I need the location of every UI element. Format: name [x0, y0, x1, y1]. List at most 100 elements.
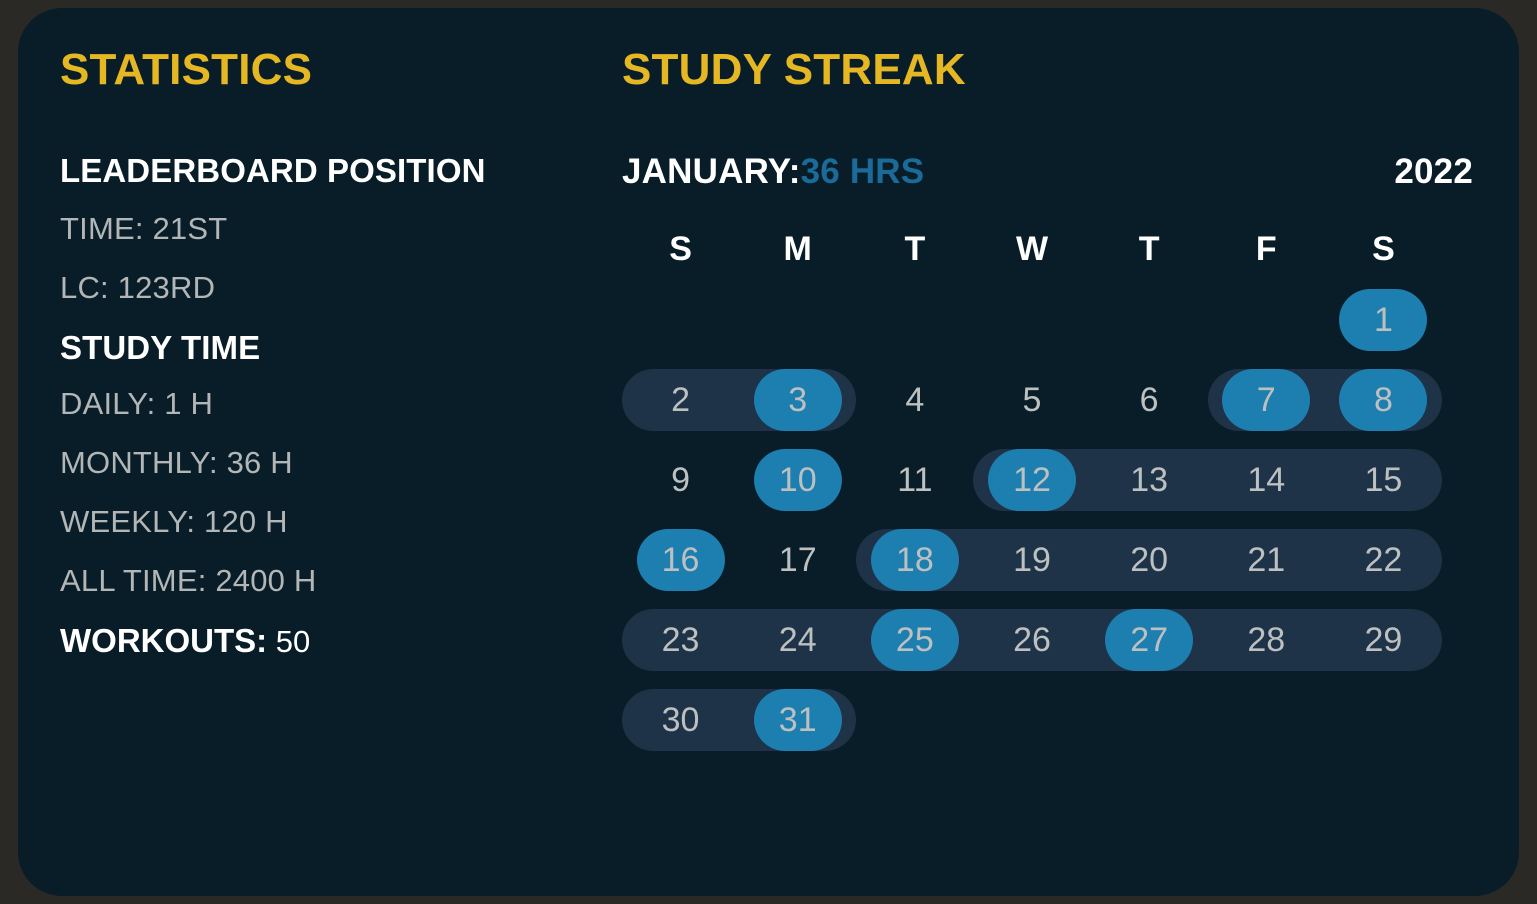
weekday-monday: M: [783, 229, 812, 268]
calendar-day-number: 14: [1247, 461, 1286, 499]
streak-range-band: [1324, 529, 1442, 591]
calendar-day-empty: [622, 289, 739, 351]
streak-active-pill: [1339, 369, 1428, 431]
calendar-day-13[interactable]: 13: [1090, 449, 1208, 511]
weekday-sunday: S: [669, 229, 692, 268]
calendar-day-number: 24: [778, 621, 817, 659]
calendar-week-row: 9 10 11 12 13 14 15: [622, 440, 1442, 520]
streak-active-pill: [1222, 369, 1311, 431]
month-label: JANUARY:: [622, 152, 801, 191]
streak-active-pill: [1339, 289, 1428, 351]
streak-range-band: [1207, 609, 1325, 671]
calendar-day-7[interactable]: 7: [1207, 369, 1325, 431]
calendar-day-number: 3: [788, 381, 808, 419]
calendar-day-empty: [1325, 689, 1442, 751]
streak-active-pill: [636, 529, 725, 591]
weekday-thursday: T: [1138, 229, 1160, 268]
calendar-day-23[interactable]: 23: [622, 609, 740, 671]
calendar-day-number: 2: [671, 381, 691, 419]
calendar-day-number: 26: [1013, 621, 1051, 659]
calendar-day-2[interactable]: 2: [622, 369, 740, 431]
calendar-day-31[interactable]: 31: [739, 689, 857, 751]
calendar-day-26[interactable]: 26: [973, 609, 1091, 671]
calendar-day-empty: [973, 289, 1090, 351]
workouts-row: WORKOUTS: 50: [60, 624, 618, 657]
calendar-day-number: 28: [1247, 621, 1286, 659]
calendar-day-17[interactable]: 17: [739, 529, 856, 591]
calendar-day-27[interactable]: 27: [1090, 609, 1208, 671]
streak-range-band: [1090, 529, 1208, 591]
streak-range-band: [1207, 449, 1325, 511]
month-header: JANUARY:36 HRS 2022: [622, 152, 1473, 194]
study-time-weekly-row: WEEKLY: 120 H: [60, 504, 288, 539]
calendar-day-empty: [1091, 689, 1208, 751]
calendar-day-1[interactable]: 1: [1325, 289, 1442, 351]
streak-active-pill: [753, 369, 842, 431]
calendar-day-30[interactable]: 30: [622, 689, 740, 751]
calendar-day-24[interactable]: 24: [739, 609, 857, 671]
year-label: 2022: [1394, 152, 1473, 191]
workouts-value: 50: [275, 624, 311, 659]
streak-range-band: [1324, 609, 1442, 671]
calendar-day-4[interactable]: 4: [856, 369, 973, 431]
statistics-panel: STATISTICS LEADERBOARD POSITION TIME: 21…: [18, 8, 618, 896]
calendar-day-8[interactable]: 8: [1324, 369, 1442, 431]
calendar-day-3[interactable]: 3: [739, 369, 857, 431]
calendar-day-number: 10: [778, 461, 817, 499]
calendar-day-22[interactable]: 22: [1324, 529, 1442, 591]
calendar-day-18[interactable]: 18: [856, 529, 974, 591]
dashboard-card: STATISTICS LEADERBOARD POSITION TIME: 21…: [18, 8, 1519, 896]
calendar-day-number: 15: [1364, 461, 1403, 499]
study-time-all-time-row: ALL TIME: 2400 H: [60, 563, 317, 598]
calendar-day-12[interactable]: 12: [973, 449, 1091, 511]
month-hours-value: 36 HRS: [800, 152, 925, 191]
calendar-day-number: 13: [1130, 461, 1169, 499]
calendar-day-empty: [1091, 289, 1208, 351]
calendar-day-empty: [739, 289, 856, 351]
study-time-heading: STUDY TIME: [60, 329, 261, 366]
calendar-day-empty: [856, 289, 973, 351]
calendar-day-10[interactable]: 10: [739, 449, 856, 511]
calendar-day-29[interactable]: 29: [1324, 609, 1442, 671]
calendar-week-row: 2 3 4 5 6 7 8: [622, 360, 1442, 440]
calendar-day-number: 18: [895, 541, 934, 579]
weekday-saturday: S: [1372, 229, 1395, 268]
calendar-day-number: 17: [778, 541, 817, 579]
leaderboard-position-heading: LEADERBOARD POSITION: [60, 152, 486, 189]
calendar-day-19[interactable]: 19: [973, 529, 1091, 591]
calendar-day-empty: [1208, 289, 1325, 351]
calendar-day-25[interactable]: 25: [856, 609, 974, 671]
calendar-day-number: 19: [1013, 541, 1051, 579]
calendar-day-empty: [856, 689, 973, 751]
streak-active-pill: [987, 449, 1076, 511]
calendar-day-number: 9: [671, 461, 691, 499]
calendar-day-number: 31: [778, 701, 817, 739]
streak-range-band: [973, 609, 1091, 671]
calendar-day-20[interactable]: 20: [1090, 529, 1208, 591]
calendar-day-6[interactable]: 6: [1091, 369, 1208, 431]
calendar-day-11[interactable]: 11: [856, 449, 973, 511]
calendar-day-number: 7: [1256, 381, 1276, 419]
streak-active-pill: [1105, 609, 1194, 671]
study-time-daily-row: DAILY: 1 H: [60, 386, 214, 421]
calendar-day-number: 21: [1247, 541, 1286, 579]
calendar-day-28[interactable]: 28: [1207, 609, 1325, 671]
calendar-day-9[interactable]: 9: [622, 449, 739, 511]
calendar-day-5[interactable]: 5: [973, 369, 1090, 431]
calendar-day-number: 4: [905, 381, 925, 419]
calendar-week-row: 1: [622, 280, 1442, 360]
calendar-day-15[interactable]: 15: [1324, 449, 1442, 511]
calendar-day-number: 30: [661, 701, 700, 739]
calendar-day-number: 8: [1373, 381, 1393, 419]
calendar-day-number: 1: [1373, 301, 1393, 339]
calendar-day-14[interactable]: 14: [1207, 449, 1325, 511]
calendar-day-number: 16: [661, 541, 700, 579]
weekday-wednesday: W: [1015, 229, 1049, 268]
streak-range-band: [622, 369, 740, 431]
streak-active-pill: [753, 689, 842, 751]
calendar-day-empty: [973, 689, 1090, 751]
calendar-day-16[interactable]: 16: [622, 529, 739, 591]
calendar-week-row: 23 24 25 26 27 28 29: [622, 600, 1442, 680]
streak-range-band: [1207, 529, 1325, 591]
calendar-day-21[interactable]: 21: [1207, 529, 1325, 591]
